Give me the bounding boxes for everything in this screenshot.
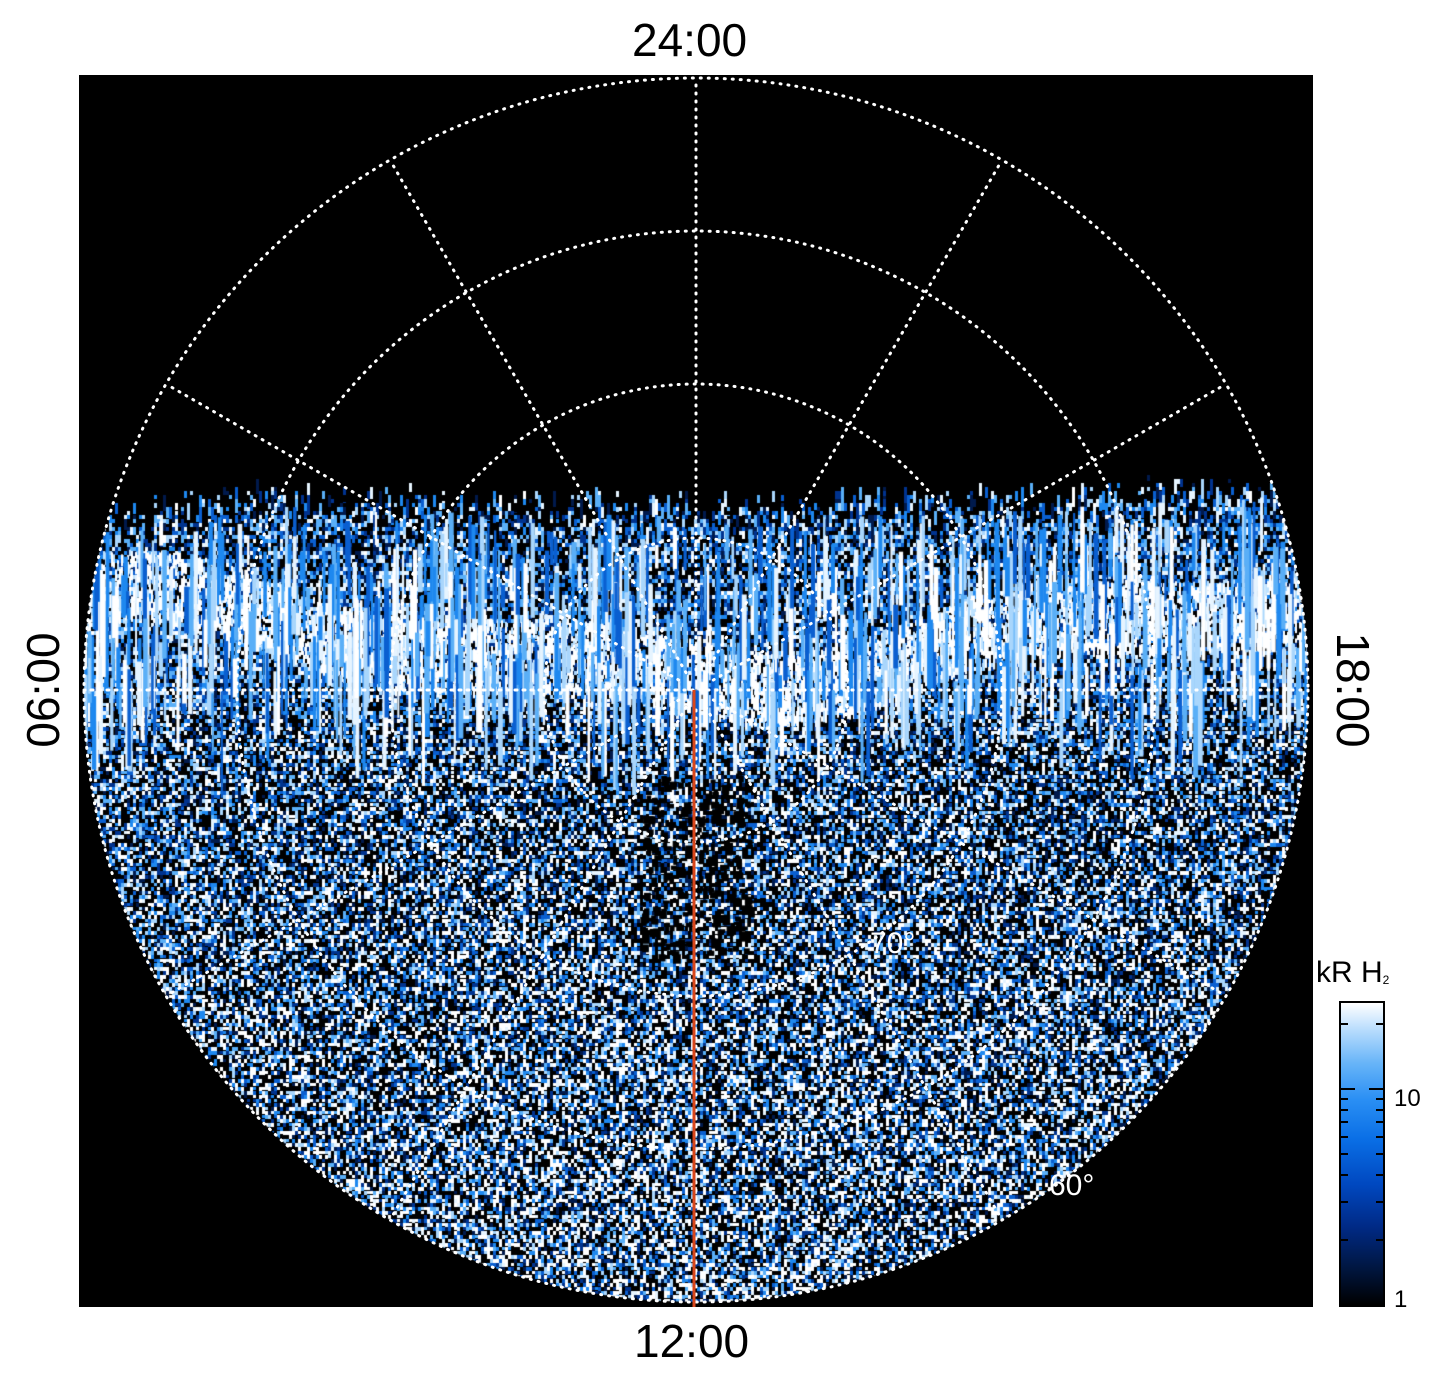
colorbar-tick xyxy=(1341,1153,1348,1155)
colorbar-tick xyxy=(1369,1304,1383,1306)
meridian-line-7 xyxy=(388,705,688,1222)
latitude-longitude-grid xyxy=(82,76,1310,1307)
colorbar-tick xyxy=(1341,1097,1348,1100)
local-time-label-bottom: 12:00 xyxy=(634,1315,750,1367)
colorbar-tick xyxy=(1376,1153,1383,1155)
latitude-ring-1 xyxy=(542,536,850,844)
meridian-line-2 xyxy=(711,382,1228,682)
latitude-ring-3 xyxy=(235,229,1157,1151)
meridian-line-10 xyxy=(164,382,681,682)
polar-projection-plot xyxy=(79,75,1313,1307)
meridian-line-5 xyxy=(704,705,1004,1222)
colorbar xyxy=(1339,1001,1385,1307)
colorbar-title-text: kR H xyxy=(1316,956,1383,989)
local-time-label-left: 06:00 xyxy=(17,632,69,748)
colorbar-title-subscript: 2 xyxy=(1382,973,1390,987)
colorbar-tick xyxy=(1341,1238,1348,1241)
colorbar-tick xyxy=(1341,1173,1348,1176)
meridian-line-11 xyxy=(388,158,688,675)
colorbar-tick xyxy=(1341,1200,1348,1203)
colorbar-tick xyxy=(1376,1238,1383,1241)
local-time-label-top: 24:00 xyxy=(632,14,748,66)
colorbar-tick xyxy=(1341,1304,1355,1306)
colorbar-tick xyxy=(1341,1022,1348,1025)
colorbar-tick xyxy=(1376,1022,1383,1025)
colorbar-tick xyxy=(1376,1121,1383,1124)
latitude-label-70: 70° xyxy=(870,927,916,960)
colorbar-tick-label-1: 1 xyxy=(1394,1286,1408,1313)
colorbar-tick xyxy=(1341,1108,1348,1111)
colorbar-tick xyxy=(1369,1087,1383,1090)
meridian-line-8 xyxy=(164,698,681,998)
colorbar-tick xyxy=(1376,1097,1383,1100)
colorbar-tick xyxy=(1376,1200,1383,1203)
colorbar-title: kR H2 xyxy=(1316,958,1389,988)
colorbar-tick-label-10: 10 xyxy=(1394,1085,1421,1112)
colorbar-tick xyxy=(1341,1087,1355,1090)
meridian-line-1 xyxy=(704,158,1004,675)
local-time-label-right: 18:00 xyxy=(1327,632,1379,748)
latitude-label-60: 60° xyxy=(1049,1169,1095,1202)
meridian-line-4 xyxy=(711,698,1228,998)
colorbar-tick xyxy=(1376,1135,1383,1138)
colorbar-tick xyxy=(1376,1108,1383,1111)
colorbar-tick xyxy=(1341,1135,1348,1138)
colorbar-tick xyxy=(1376,1173,1383,1176)
colorbar-tick xyxy=(1341,1121,1348,1124)
